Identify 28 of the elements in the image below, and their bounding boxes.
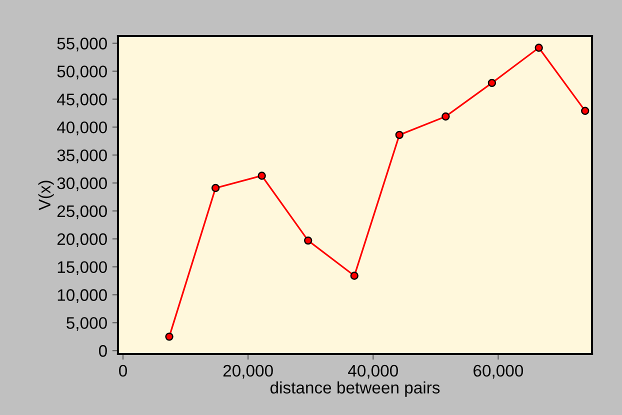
y-tick-label: 35,000 bbox=[57, 149, 107, 164]
y-tick-label: 15,000 bbox=[58, 261, 107, 275]
x-tick-label: 60,000 bbox=[474, 364, 524, 379]
y-tick-label: 30,000 bbox=[57, 177, 107, 192]
y-tick-label: 5,000 bbox=[66, 317, 107, 331]
point bbox=[581, 106, 590, 115]
point bbox=[395, 130, 404, 140]
y-tick-label: 50,000 bbox=[57, 66, 107, 80]
y-axis-title: V(x) bbox=[38, 180, 54, 210]
y-tick-label: 45,000 bbox=[56, 94, 107, 108]
x-tick-label: 20,000 bbox=[223, 364, 273, 379]
point bbox=[350, 272, 358, 280]
y-tick-label: 20,000 bbox=[57, 233, 107, 248]
y-tick-label: 10,000 bbox=[58, 289, 107, 303]
y-tick-label: 25,000 bbox=[57, 205, 107, 220]
point bbox=[304, 236, 312, 245]
y-tick-label: 55,000 bbox=[57, 38, 107, 52]
y-tick-label: 0 bbox=[98, 345, 107, 357]
y-tick-label: 40,000 bbox=[56, 122, 107, 136]
point bbox=[442, 112, 450, 121]
x-tick-label: 40,000 bbox=[348, 364, 398, 379]
point bbox=[258, 172, 266, 180]
point bbox=[488, 78, 496, 88]
point bbox=[165, 332, 174, 341]
x-tick-label: 0 bbox=[119, 364, 127, 377]
point bbox=[211, 184, 220, 192]
x-axis-title: distance between pairs bbox=[270, 381, 440, 397]
point bbox=[534, 44, 543, 52]
